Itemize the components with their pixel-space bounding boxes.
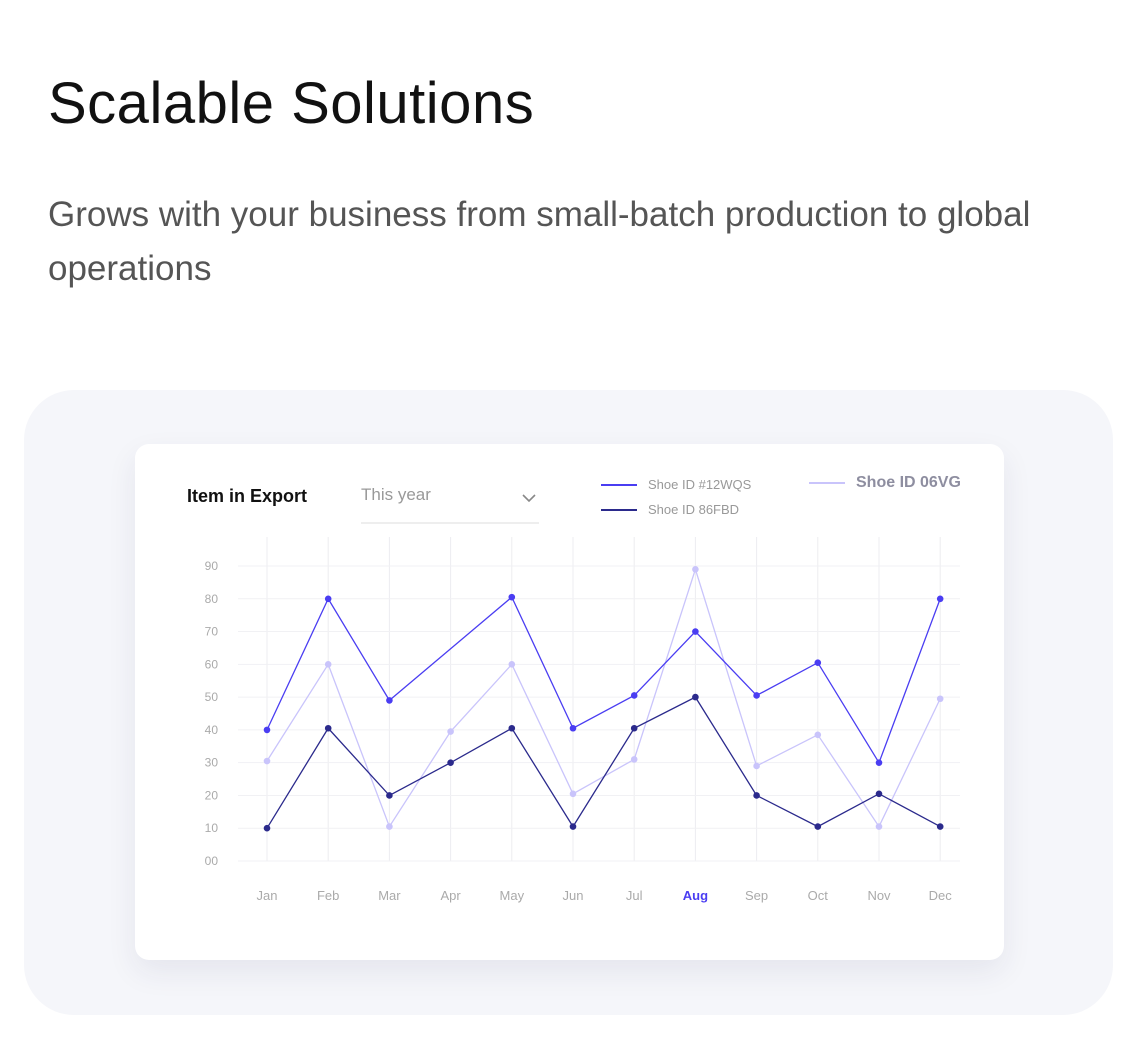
- data-point: [692, 565, 699, 573]
- series-line: [266, 596, 941, 765]
- legend-swatch: [601, 508, 637, 511]
- x-tick-label: Jun: [563, 888, 584, 903]
- y-tick-label: 20: [205, 788, 219, 802]
- y-tick-label: 30: [205, 756, 219, 770]
- data-point: [875, 759, 883, 766]
- data-point: [324, 661, 332, 668]
- period-select[interactable]: This year: [361, 480, 539, 524]
- data-point: [630, 692, 638, 699]
- series-line: [266, 696, 941, 829]
- legend-item-06vg: Shoe ID 06VG: [809, 474, 961, 492]
- data-point: [508, 661, 516, 668]
- y-tick-label: 40: [205, 723, 219, 737]
- data-point: [324, 724, 332, 732]
- data-point: [753, 692, 760, 699]
- data-point: [569, 724, 577, 732]
- x-tick-label: Mar: [378, 888, 401, 903]
- data-point: [508, 593, 516, 601]
- y-tick-label: 60: [205, 657, 219, 671]
- x-tick-label: Dec: [929, 888, 953, 903]
- period-select-value: This year: [361, 485, 431, 504]
- data-point: [569, 823, 577, 830]
- data-point: [692, 693, 699, 701]
- data-point: [386, 823, 393, 830]
- x-tick-label: Jan: [257, 888, 278, 903]
- data-point: [508, 724, 516, 732]
- legend-item-12wqs: Shoe ID #12WQS: [601, 477, 751, 492]
- data-point: [753, 792, 760, 799]
- data-point: [569, 790, 577, 798]
- x-tick-label: Feb: [317, 888, 339, 903]
- page-subtitle: Grows with your business from small-batc…: [48, 195, 1031, 288]
- y-tick-label: 50: [205, 690, 219, 704]
- data-point: [753, 762, 760, 770]
- data-point: [630, 756, 638, 763]
- data-point: [386, 792, 393, 799]
- y-tick-label: 80: [205, 592, 219, 606]
- legend-swatch: [809, 482, 845, 484]
- data-point: [447, 759, 454, 766]
- data-point: [814, 823, 822, 830]
- data-point: [936, 823, 944, 830]
- data-point: [263, 757, 271, 765]
- data-point: [692, 628, 699, 635]
- legend-label: Shoe ID 86FBD: [648, 502, 740, 517]
- card-title: Item in Export: [187, 486, 308, 506]
- y-tick-label: 10: [205, 821, 219, 835]
- page-title: Scalable Solutions: [48, 71, 535, 136]
- data-point: [324, 595, 332, 603]
- data-point: [263, 726, 271, 734]
- data-point: [447, 728, 454, 735]
- x-tick-label: May: [500, 888, 525, 903]
- x-tick-label: Oct: [808, 888, 829, 903]
- y-tick-label: 90: [205, 559, 219, 573]
- data-point: [814, 659, 822, 666]
- x-tick-label: Jul: [626, 888, 643, 903]
- data-point: [386, 697, 393, 704]
- legend-item-86fbd: Shoe ID 86FBD: [601, 502, 739, 517]
- legend-swatch: [601, 483, 637, 486]
- data-point: [936, 695, 944, 703]
- legend-label: Shoe ID #12WQS: [648, 477, 752, 492]
- x-tick-label: Nov: [867, 888, 891, 903]
- chevron-down-icon: [522, 494, 536, 503]
- data-point: [814, 731, 822, 739]
- y-tick-label: 70: [205, 625, 219, 639]
- data-point: [936, 595, 944, 603]
- legend-label: Shoe ID 06VG: [856, 474, 961, 491]
- data-point: [875, 790, 883, 798]
- x-tick-label: Aug: [683, 888, 708, 903]
- x-tick-label: Apr: [440, 888, 461, 903]
- data-point: [263, 824, 271, 832]
- y-tick-label: 00: [205, 854, 219, 868]
- data-point: [875, 823, 883, 830]
- x-tick-label: Sep: [745, 888, 768, 903]
- data-point: [630, 724, 638, 732]
